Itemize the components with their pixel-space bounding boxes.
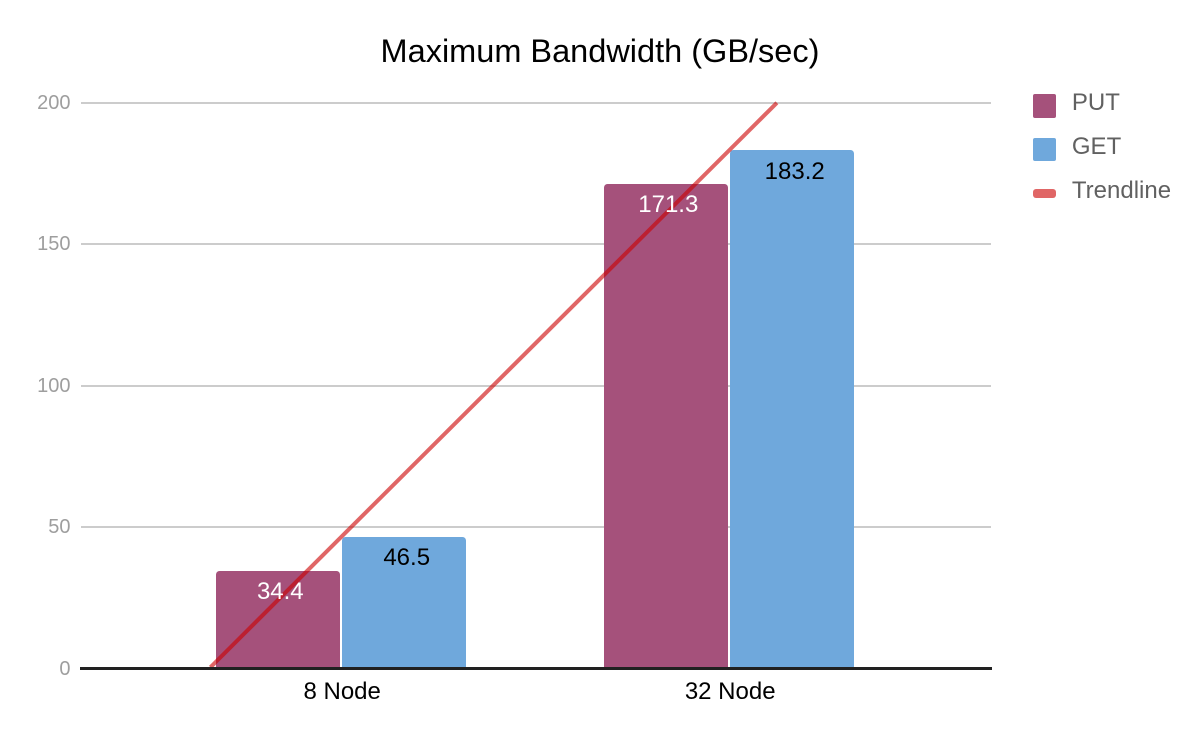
x-axis-category-label: 32 Node — [684, 677, 776, 705]
legend-label-get: GET — [1071, 132, 1122, 160]
bar-put-32-node[interactable] — [604, 183, 728, 669]
legend-item-trendline[interactable]: Trendline — [1032, 176, 1193, 205]
bar-value-label: 34.4 — [256, 578, 304, 606]
bar-value-label: 171.3 — [638, 191, 699, 219]
gridline-100 — [81, 384, 991, 387]
chart-title: Maximum Bandwidth (GB/sec) — [380, 33, 820, 69]
x-axis-line — [80, 667, 992, 670]
bar-value-label: 183.2 — [764, 157, 825, 185]
gridline-50 — [81, 526, 991, 529]
bar-value-label: 46.5 — [383, 544, 431, 572]
y-axis-tick-label: 50 — [48, 516, 71, 539]
y-axis-tick-label: 150 — [37, 233, 71, 256]
legend-swatch-get — [1032, 138, 1056, 162]
y-axis-tick-label: 0 — [59, 657, 71, 680]
legend-label-put: PUT — [1071, 89, 1120, 116]
legend-swatch-trendline — [1032, 189, 1056, 198]
trendline-line — [209, 101, 779, 669]
bar-get-32-node[interactable] — [730, 150, 855, 669]
legend-swatch-put — [1032, 94, 1056, 118]
gridline-200 — [81, 101, 991, 104]
gridline-150 — [81, 243, 991, 246]
legend-label-trendline: Trendline — [1071, 176, 1172, 204]
bar-get-8-node[interactable] — [342, 536, 467, 669]
legend-item-put[interactable]: PUT — [1032, 89, 1193, 118]
y-axis-tick-label: 100 — [37, 374, 71, 397]
legend-item-get[interactable]: GET — [1032, 132, 1193, 162]
y-axis-tick-label: 200 — [37, 92, 71, 114]
x-axis-category-label: 8 Node — [303, 677, 381, 705]
bar-put-8-node[interactable] — [216, 571, 340, 669]
legend: PUT GET Trendline — [1032, 89, 1193, 225]
